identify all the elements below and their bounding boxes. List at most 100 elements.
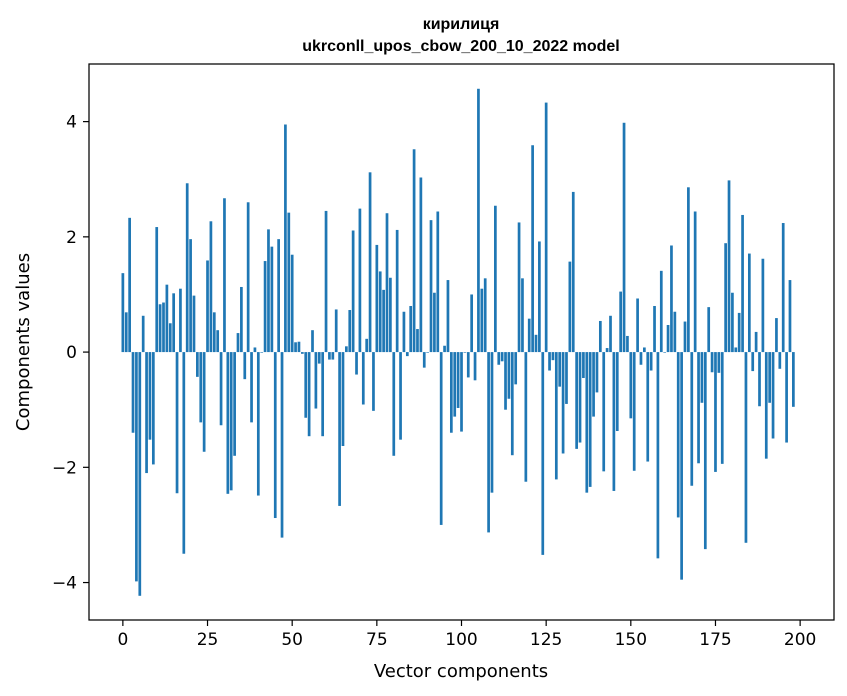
bar-197 — [788, 280, 792, 353]
bar-106 — [480, 288, 484, 353]
bar-104 — [473, 352, 477, 381]
bar-150 — [629, 352, 633, 419]
y-tick-label: −4 — [52, 574, 77, 594]
x-axis-ticks: 0 25 50 75 100 125 150 175 200 — [117, 620, 816, 650]
bar-158 — [656, 352, 660, 559]
bar-68 — [351, 230, 355, 353]
bar-163 — [673, 311, 677, 353]
bar-136 — [582, 352, 585, 379]
plot-frame — [88, 63, 835, 621]
bar-2 — [128, 217, 131, 353]
x-tick-label: 100 — [445, 630, 477, 650]
y-tick-label: 2 — [66, 228, 77, 248]
bar-3 — [131, 352, 135, 433]
bar-15 — [172, 293, 176, 353]
bar-62 — [331, 352, 335, 360]
bar-28 — [216, 330, 220, 353]
bar-166 — [683, 321, 687, 353]
bar-29 — [219, 352, 223, 426]
bar-63 — [334, 309, 338, 353]
bar-121 — [531, 145, 534, 353]
bar-160 — [663, 352, 667, 353]
bar-165 — [680, 352, 683, 580]
bar-66 — [345, 346, 348, 353]
bar-0 — [121, 273, 125, 353]
bar-17 — [179, 288, 182, 353]
bar-123 — [538, 241, 541, 353]
bar-49 — [287, 212, 291, 353]
bar-19 — [185, 183, 189, 353]
bar-11 — [158, 304, 162, 353]
bar-114 — [507, 352, 511, 399]
bar-170 — [697, 352, 700, 464]
bar-46 — [277, 239, 280, 353]
bar-167 — [687, 187, 690, 353]
bar-88 — [419, 177, 423, 353]
bar-20 — [189, 239, 192, 353]
y-axis-label: Components values — [13, 253, 34, 431]
bar-5 — [138, 352, 142, 596]
bar-16 — [175, 352, 179, 494]
bar-161 — [666, 325, 670, 353]
bar-172 — [703, 352, 707, 550]
bar-96 — [446, 280, 450, 353]
bar-61 — [328, 352, 331, 360]
bar-37 — [246, 202, 250, 353]
bar-14 — [168, 323, 172, 353]
bar-125 — [544, 102, 548, 353]
bar-87 — [416, 329, 419, 353]
bar-52 — [297, 341, 301, 353]
bar-140 — [595, 352, 599, 393]
bar-122 — [534, 334, 538, 353]
bar-42 — [263, 261, 267, 353]
bar-84 — [405, 352, 409, 357]
bar-34 — [236, 333, 240, 353]
bar-131 — [565, 352, 568, 404]
bar-101 — [463, 352, 467, 353]
bar-31 — [226, 352, 230, 494]
bar-142 — [602, 352, 606, 472]
bar-144 — [609, 315, 612, 353]
x-tick-label: 125 — [530, 630, 562, 650]
bar-180 — [731, 292, 734, 353]
bar-134 — [575, 352, 578, 449]
bar-92 — [433, 292, 436, 353]
bar-89 — [422, 352, 426, 368]
bar-38 — [250, 352, 253, 423]
bar-70 — [358, 208, 362, 353]
bar-176 — [717, 352, 721, 373]
bar-135 — [578, 352, 582, 443]
bar-82 — [399, 352, 402, 440]
x-tick-label: 75 — [366, 630, 388, 650]
bar-183 — [741, 214, 744, 353]
bar-40 — [256, 352, 260, 496]
bar-169 — [693, 211, 697, 353]
bar-147 — [619, 291, 623, 353]
bar-24 — [202, 352, 206, 452]
bar-109 — [490, 352, 494, 493]
chart-title-line1: кирилиця — [423, 16, 500, 33]
bar-127 — [551, 352, 555, 361]
bar-113 — [504, 352, 507, 410]
bar-174 — [710, 352, 714, 373]
bar-93 — [436, 211, 440, 353]
bar-110 — [494, 205, 497, 353]
bar-26 — [209, 221, 213, 353]
bar-175 — [714, 352, 717, 472]
bar-155 — [646, 352, 650, 462]
bar-25 — [206, 260, 209, 353]
bar-103 — [470, 294, 474, 353]
bar-85 — [409, 305, 413, 353]
bar-137 — [585, 352, 589, 493]
bar-81 — [395, 229, 399, 353]
bar-192 — [771, 352, 775, 439]
bar-91 — [429, 220, 433, 353]
bar-79 — [389, 277, 392, 353]
bar-152 — [636, 298, 639, 353]
bar-75 — [375, 244, 379, 353]
bar-74 — [372, 352, 375, 411]
bar-139 — [592, 352, 595, 417]
bar-97 — [449, 352, 453, 433]
bar-10 — [155, 227, 159, 353]
bar-53 — [300, 352, 304, 354]
